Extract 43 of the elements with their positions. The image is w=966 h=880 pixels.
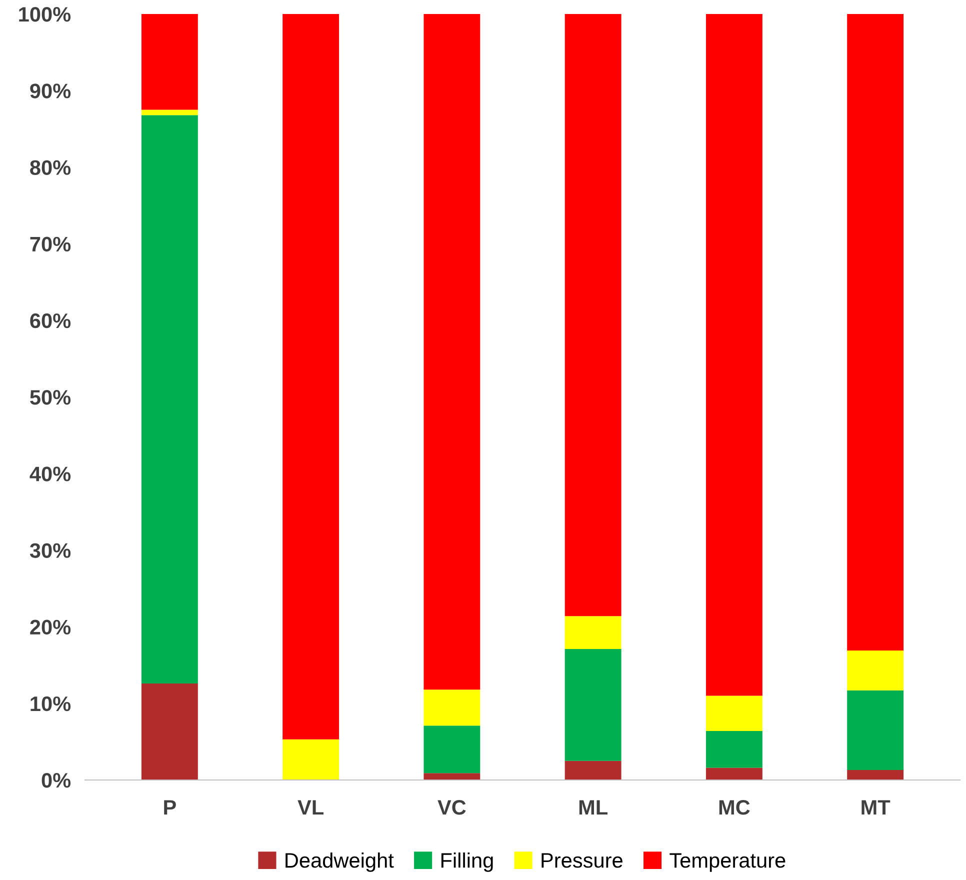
y-tick-label: 100% — [19, 7, 71, 22]
x-tick-label: VL — [298, 800, 324, 815]
bar — [424, 690, 480, 726]
x-tick-label: MT — [862, 800, 890, 815]
y-tick-label: 20% — [30, 620, 71, 635]
bar — [141, 683, 198, 780]
bar — [141, 14, 198, 110]
y-tick-label: 30% — [30, 543, 71, 558]
bar — [706, 768, 762, 780]
y-tick-label: 70% — [30, 236, 71, 252]
bar — [424, 14, 480, 690]
y-tick-label: 80% — [30, 160, 71, 175]
y-tick-label: 40% — [30, 466, 71, 482]
bar — [282, 739, 340, 780]
bar — [424, 773, 480, 780]
bar — [282, 14, 340, 740]
y-tick-label: 90% — [30, 84, 71, 98]
x-tick-label: P — [164, 800, 176, 815]
legend-label: Deadweight — [286, 852, 394, 872]
legend-label: Filling — [441, 852, 493, 872]
legend-label: Temperature — [670, 853, 786, 872]
y-tick-label: 10% — [30, 696, 71, 712]
y-tick-label: 50% — [30, 390, 71, 405]
bar — [706, 14, 762, 696]
y-tick-label: 0% — [42, 773, 71, 788]
bar — [847, 690, 904, 770]
x-tick-label: ML — [579, 800, 608, 815]
bar — [706, 696, 762, 731]
bar — [564, 760, 622, 780]
legend-label: Pressure — [542, 853, 622, 868]
bar — [847, 14, 904, 651]
bar — [141, 110, 198, 116]
x-tick-label: VC — [438, 800, 466, 815]
bar — [564, 616, 622, 650]
bar — [847, 650, 904, 690]
bar — [141, 115, 198, 684]
bar — [847, 770, 904, 780]
bar — [424, 726, 480, 774]
x-tick-label: MC — [719, 800, 750, 815]
y-tick-label: 60% — [30, 313, 71, 328]
bar — [564, 649, 622, 761]
bar — [706, 730, 762, 768]
bar — [564, 14, 622, 616]
